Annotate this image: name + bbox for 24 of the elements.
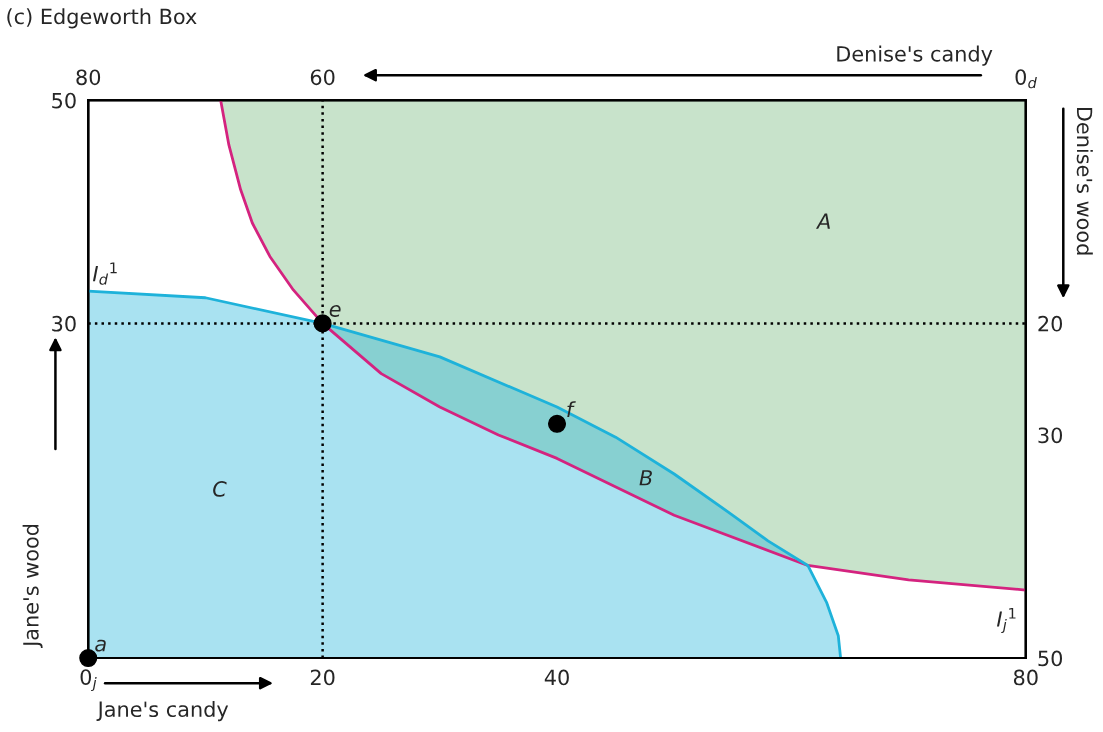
point: [547, 414, 567, 433]
annotation: B: [639, 470, 652, 486]
series-label: I$_{d}$$^{1}$: [92, 262, 117, 285]
y2-tick-label: 20: [1038, 315, 1063, 332]
data-label: e: [329, 304, 341, 317]
x-tick-label: 40: [544, 669, 569, 686]
y2-tick-label: 30: [1038, 427, 1063, 444]
x-tick-label: 0$_{j}$: [80, 669, 97, 692]
data-label: f: [567, 401, 576, 418]
annotation: C: [213, 481, 227, 497]
annotation: A: [815, 213, 830, 229]
y-axis-title: Jane's wood: [22, 524, 43, 648]
x2-tick-label: 0$_{d}$: [1015, 69, 1037, 89]
x2-tick-label: 60: [310, 69, 335, 86]
data-label: a: [95, 639, 106, 652]
chart-title: (c) Edgeworth Box: [7, 8, 197, 29]
y2-tick-label: 50: [1038, 650, 1063, 667]
series-label: I$_{j}$$^{1}$: [996, 607, 1016, 634]
y2-axis-title: Denise's wood: [1076, 107, 1093, 255]
x2-tick-label: 80: [76, 69, 101, 86]
x-tick-label: 80: [1013, 669, 1038, 686]
x-axis-title: Jane's candy: [96, 700, 229, 722]
x-tick-label: 20: [310, 669, 335, 686]
x2-axis-title: Denise's candy: [837, 45, 993, 66]
